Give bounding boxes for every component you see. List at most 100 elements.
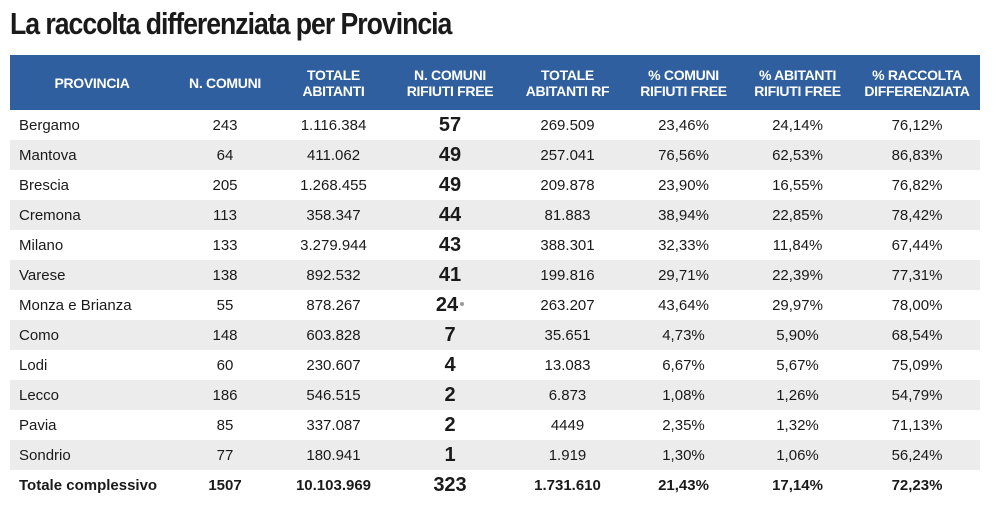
cell-pct-abitanti-rf: 22,39% (741, 260, 854, 290)
cell-pct-abitanti-rf: 16,55% (741, 170, 854, 200)
table-row: Lecco 186 546.515 2 6.873 1,08% 1,26% 54,79% (10, 380, 980, 410)
header-n-comuni-rifiuti-free: N. COMUNI RIFIUTI FREE (391, 55, 509, 110)
cell-n-comuni-rf: 49 (391, 170, 509, 200)
header-provincia: PROVINCIA (10, 55, 174, 110)
cell-pct-comuni-rf: 43,64% (626, 290, 741, 320)
cell-pct-abitanti-rf: 24,14% (741, 110, 854, 140)
cell-n-comuni: 55 (174, 290, 276, 320)
cell-pct-comuni-rf: 21,43% (626, 470, 741, 500)
cell-pct-comuni-rf: 1,08% (626, 380, 741, 410)
cell-totale-abitanti: 603.828 (276, 320, 391, 350)
table-row: Brescia 205 1.268.455 49 209.878 23,90% 16,55%… (10, 170, 980, 200)
cell-pct-comuni-rf: 29,71% (626, 260, 741, 290)
cell-n-comuni: 186 (174, 380, 276, 410)
header-pct-raccolta-differenziata: % RACCOLTA DIFFERENZIATA (854, 55, 980, 110)
cell-totale-abitanti-rf: 209.878 (509, 170, 626, 200)
cell-pct-comuni-rf: 23,90% (626, 170, 741, 200)
page-title: La raccolta differenziata per Provincia (10, 6, 452, 41)
table-row: Lodi 60 230.607 4 13.083 6,67% 5,67% 75,09% (10, 350, 980, 380)
table-row: Varese 138 892.532 41 199.816 29,71% 22,39% 77,… (10, 260, 980, 290)
cell-pct-abitanti-rf: 5,67% (741, 350, 854, 380)
cell-n-comuni: 1507 (174, 470, 276, 500)
cell-totale-abitanti: 337.087 (276, 410, 391, 440)
cell-provincia: Mantova (10, 140, 174, 170)
cell-totale-abitanti-rf: 1.919 (509, 440, 626, 470)
cell-n-comuni: 113 (174, 200, 276, 230)
cell-pct-abitanti-rf: 17,14% (741, 470, 854, 500)
header-totale-abitanti: TOTALE ABITANTI (276, 55, 391, 110)
cell-totale-abitanti-rf: 263.207 (509, 290, 626, 320)
cell-pct-comuni-rf: 2,35% (626, 410, 741, 440)
cell-pct-comuni-rf: 6,67% (626, 350, 741, 380)
cell-pct-abitanti-rf: 62,53% (741, 140, 854, 170)
header-pct-abitanti-rifiuti-free: % ABITANTI RIFIUTI FREE (741, 55, 854, 110)
cell-pct-abitanti-rf: 22,85% (741, 200, 854, 230)
cell-n-comuni-rf: 57 (391, 110, 509, 140)
cell-n-comuni: 243 (174, 110, 276, 140)
cell-totale-abitanti: 230.607 (276, 350, 391, 380)
cell-pct-raccolta: 75,09% (854, 350, 980, 380)
cell-n-comuni: 85 (174, 410, 276, 440)
cell-totale-abitanti: 878.267 (276, 290, 391, 320)
cell-n-comuni: 77 (174, 440, 276, 470)
cell-pct-comuni-rf: 4,73% (626, 320, 741, 350)
total-row: Totale complessivo 1507 10.103.969 323 1.731… (10, 470, 980, 500)
cell-pct-comuni-rf: 1,30% (626, 440, 741, 470)
cell-n-comuni-rf: 49 (391, 140, 509, 170)
cell-pct-comuni-rf: 38,94% (626, 200, 741, 230)
table-row: Sondrio 77 180.941 1 1.919 1,30% 1,06% 56,24% (10, 440, 980, 470)
cell-n-comuni: 138 (174, 260, 276, 290)
cell-provincia: Lodi (10, 350, 174, 380)
cell-pct-abitanti-rf: 1,26% (741, 380, 854, 410)
cell-totale-abitanti: 358.347 (276, 200, 391, 230)
header-totale-abitanti-rf: TOTALE ABITANTI RF (509, 55, 626, 110)
cell-totale-abitanti-rf: 35.651 (509, 320, 626, 350)
cell-pct-raccolta: 71,13% (854, 410, 980, 440)
cell-n-comuni-rf: 41 (391, 260, 509, 290)
cell-n-comuni-rf: 4 (391, 350, 509, 380)
cell-n-comuni-rf: 323 (391, 470, 509, 500)
cell-provincia: Brescia (10, 170, 174, 200)
table-row: Bergamo 243 1.116.384 57 269.509 23,46% 24,14%… (10, 110, 980, 140)
cell-pct-raccolta: 76,82% (854, 170, 980, 200)
cell-provincia: Varese (10, 260, 174, 290)
cell-totale-abitanti: 1.116.384 (276, 110, 391, 140)
cell-pct-abitanti-rf: 1,06% (741, 440, 854, 470)
cell-pct-raccolta: 77,31% (854, 260, 980, 290)
cell-provincia: Lecco (10, 380, 174, 410)
cell-totale-abitanti-rf: 388.301 (509, 230, 626, 260)
cell-pct-raccolta: 72,23% (854, 470, 980, 500)
cell-totale-abitanti: 411.062 (276, 140, 391, 170)
cell-n-comuni-rf: 24 (391, 290, 509, 320)
cell-pct-raccolta: 67,44% (854, 230, 980, 260)
cell-n-comuni-rf: 43 (391, 230, 509, 260)
cell-n-comuni-rf: 1 (391, 440, 509, 470)
cell-pct-raccolta: 68,54% (854, 320, 980, 350)
cell-pct-abitanti-rf: 1,32% (741, 410, 854, 440)
cell-totale-abitanti: 3.279.944 (276, 230, 391, 260)
header-pct-comuni-rifiuti-free: % COMUNI RIFIUTI FREE (626, 55, 741, 110)
cell-totale-abitanti-rf: 199.816 (509, 260, 626, 290)
cell-provincia: Cremona (10, 200, 174, 230)
cell-n-comuni: 60 (174, 350, 276, 380)
cell-provincia: Como (10, 320, 174, 350)
cell-provincia: Totale complessivo (10, 470, 174, 500)
cell-pct-comuni-rf: 23,46% (626, 110, 741, 140)
cell-n-comuni: 205 (174, 170, 276, 200)
cell-pct-raccolta: 56,24% (854, 440, 980, 470)
table-row: Monza e Brianza 55 878.267 24 263.207 43,64% 2… (10, 290, 980, 320)
cell-pct-raccolta: 78,00% (854, 290, 980, 320)
table-row: Mantova 64 411.062 49 257.041 76,56% 62,53% 86,… (10, 140, 980, 170)
table-row: Como 148 603.828 7 35.651 4,73% 5,90% 68,54% (10, 320, 980, 350)
table-body: Bergamo 243 1.116.384 57 269.509 23,46% 24,14%… (10, 110, 980, 500)
cell-totale-abitanti: 1.268.455 (276, 170, 391, 200)
cell-pct-abitanti-rf: 5,90% (741, 320, 854, 350)
cell-n-comuni: 133 (174, 230, 276, 260)
cell-totale-abitanti-rf: 6.873 (509, 380, 626, 410)
cell-provincia: Pavia (10, 410, 174, 440)
table-row: Cremona 113 358.347 44 81.883 38,94% 22,85% 78,… (10, 200, 980, 230)
cell-totale-abitanti-rf: 1.731.610 (509, 470, 626, 500)
cell-totale-abitanti-rf: 257.041 (509, 140, 626, 170)
cell-pct-raccolta: 76,12% (854, 110, 980, 140)
cell-totale-abitanti: 180.941 (276, 440, 391, 470)
